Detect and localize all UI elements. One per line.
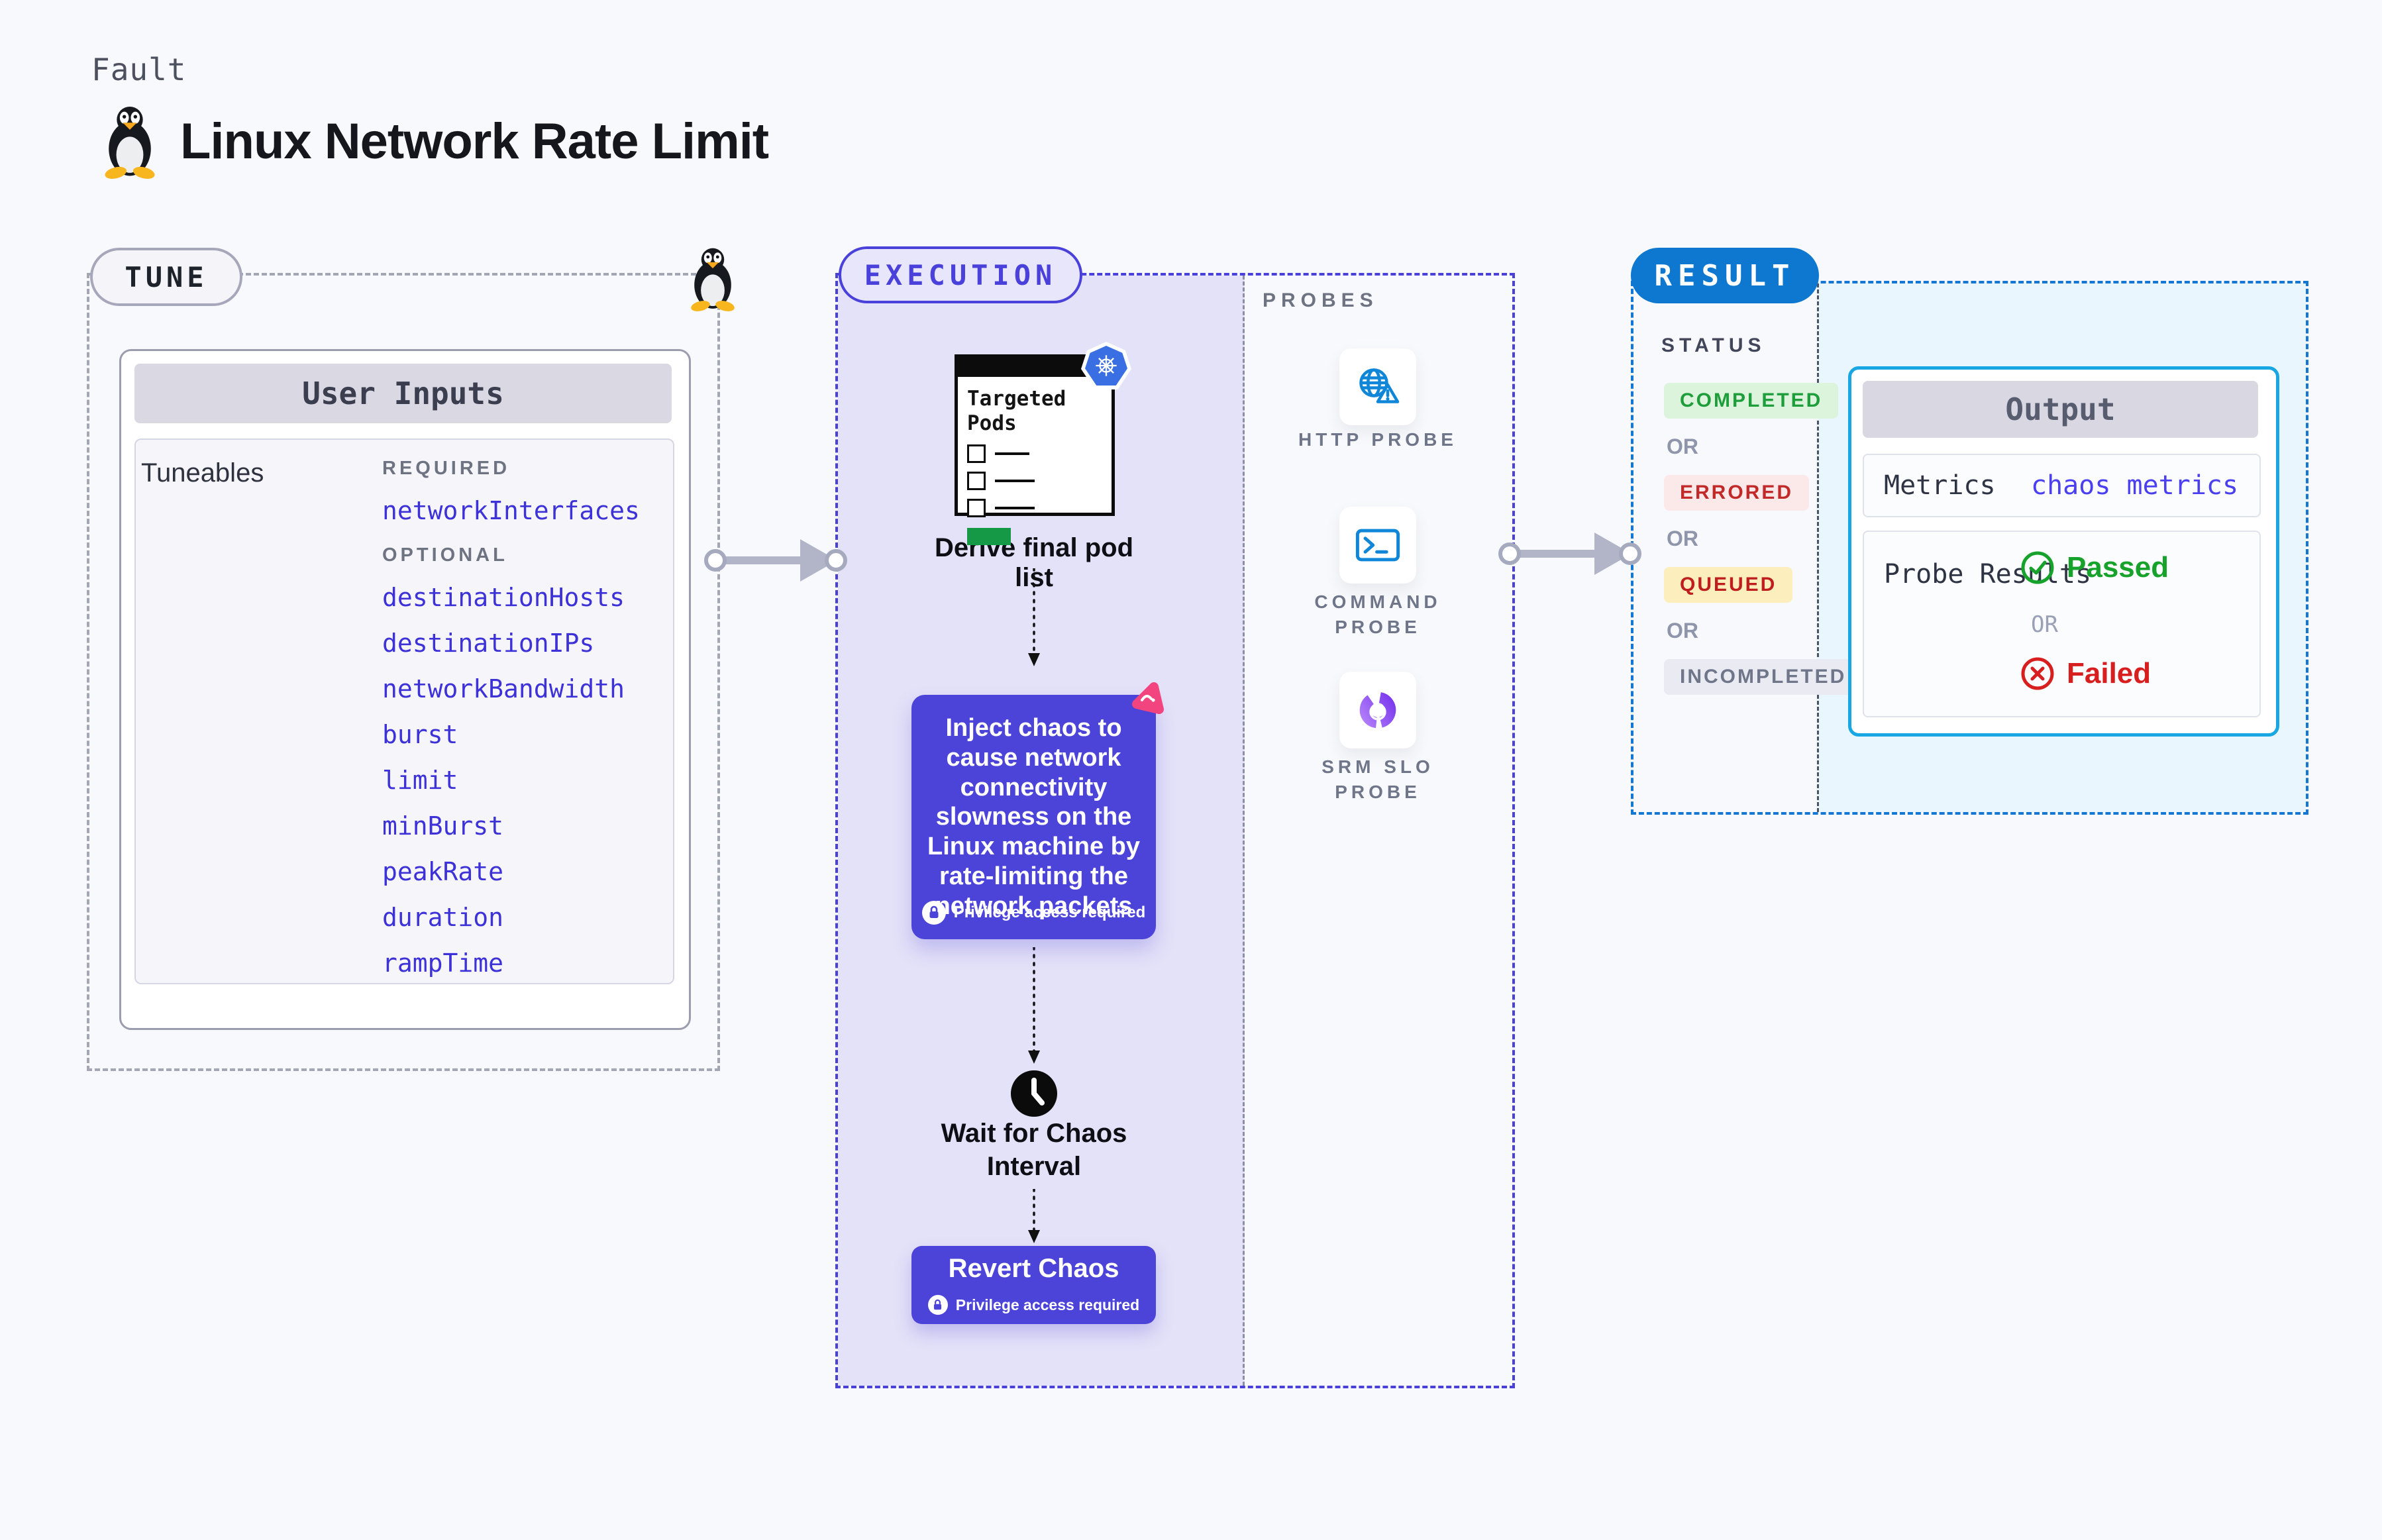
or-separator: OR <box>2031 611 2058 638</box>
probes-section-label: PROBES <box>1263 289 1378 311</box>
tuneables-section-label: REQUIRED <box>382 458 511 479</box>
flow-arrow-down <box>1028 1189 1040 1243</box>
flow-arrow-execution-to-result <box>1498 533 1641 575</box>
page-title: Linux Network Rate Limit <box>180 113 769 170</box>
or-separator: OR <box>1667 527 1698 550</box>
tuneable-item-link[interactable]: networkInterfaces <box>382 496 640 525</box>
slo-donut-icon <box>1359 692 1396 729</box>
passed-result: Passed <box>2020 550 2169 585</box>
result-section-pill: RESULT <box>1631 248 1819 303</box>
pods-confirm-bar <box>967 528 1011 546</box>
privilege-required-row: Privilege access required <box>911 901 1156 925</box>
targeted-pods-title: Targeted Pods <box>967 387 1066 436</box>
privilege-required-label: Privilege access required <box>953 903 1146 921</box>
status-badge: COMPLETED <box>1664 383 1839 419</box>
wait-for-chaos-label: Wait for Chaos Interval <box>941 1119 1127 1181</box>
tuneable-item-link[interactable]: duration <box>382 903 504 932</box>
revert-chaos-step: Revert Chaos Privilege access required <box>911 1246 1156 1324</box>
tuneables-box <box>134 438 674 984</box>
status-badge: ERRORED <box>1664 475 1810 511</box>
tuneable-item-link[interactable]: limit <box>382 766 458 795</box>
lock-icon <box>921 901 946 925</box>
flow-arrow-down <box>1028 568 1040 666</box>
tux-penguin-icon <box>105 107 155 179</box>
tune-section-box <box>87 273 720 1071</box>
command-probe-label: COMMAND PROBE <box>1314 591 1441 637</box>
pod-list-item <box>967 472 1100 491</box>
tuneables-section-label: OPTIONAL <box>382 544 508 566</box>
status-list: COMPLETED OR ERRORED OR QUEUED OR INCOMPLETED <box>1664 383 1863 695</box>
tuneable-item-link[interactable]: networkBandwidth <box>382 674 625 703</box>
inject-chaos-step: Inject chaos to cause network connectivi… <box>911 682 1164 939</box>
tuneables-list: REQUIRED networkInterfaces OPTIONAL destina… <box>382 455 640 978</box>
metrics-row: Metrics chaos metrics <box>1863 454 2261 517</box>
globe-alert-icon <box>1359 368 1400 403</box>
pod-list-item <box>967 444 1100 464</box>
srm-slo-probe-label: SRM SLO PROBE <box>1321 756 1434 802</box>
tuneable-item-link[interactable]: destinationHosts <box>382 583 625 612</box>
tuneable-item-link[interactable]: burst <box>382 720 458 749</box>
passed-label: Passed <box>2067 551 2169 584</box>
http-probe-label: HTTP PROBE <box>1298 429 1457 450</box>
tuneable-item-link[interactable]: destinationIPs <box>382 629 595 658</box>
or-separator: OR <box>1667 435 1698 458</box>
status-badge: INCOMPLETED <box>1664 659 1863 695</box>
status-title: STATUS <box>1661 334 1766 356</box>
metrics-value: chaos metrics <box>2031 470 2239 501</box>
failed-result: Failed <box>2020 656 2151 691</box>
srm-slo-probe-card <box>1339 672 1416 748</box>
privilege-required-row: Privilege access required <box>911 1295 1156 1315</box>
tune-section-pill: TUNE <box>90 248 242 306</box>
tuneables-label: Tuneables <box>141 458 264 488</box>
privilege-required-label: Privilege access required <box>955 1296 1140 1313</box>
or-separator: OR <box>1667 619 1698 642</box>
inject-chaos-text: Inject chaos to cause network connectivi… <box>927 714 1140 920</box>
lock-icon <box>927 1295 948 1315</box>
http-probe-card <box>1339 348 1416 425</box>
fault-kind-label: Fault <box>91 52 187 87</box>
tuneable-item-link[interactable]: rampTime <box>382 949 504 978</box>
tuneable-item-link[interactable]: minBurst <box>382 811 504 841</box>
kubernetes-icon <box>1081 342 1131 389</box>
chaos-logo-icon <box>1132 682 1164 714</box>
clock-icon <box>1011 1070 1057 1117</box>
probe-results-label: Probe Results <box>1884 559 2092 590</box>
x-circle-icon <box>2021 657 2054 690</box>
flow-arrow-tune-to-execution <box>704 539 847 582</box>
check-circle-icon <box>2021 551 2054 584</box>
failed-label: Failed <box>2067 657 2151 690</box>
execution-section-pill: EXECUTION <box>839 246 1082 303</box>
status-badge: QUEUED <box>1664 567 1793 603</box>
flow-arrow-down <box>1028 947 1040 1064</box>
user-inputs-header: User Inputs <box>134 364 672 423</box>
metrics-label: Metrics <box>1884 470 1996 501</box>
pod-list-item <box>967 499 1100 518</box>
probe-results-row: Probe Results Passed OR Failed <box>1863 531 2261 717</box>
tuneable-item-link[interactable]: peakRate <box>382 857 504 886</box>
revert-chaos-label: Revert Chaos <box>948 1254 1119 1283</box>
terminal-icon <box>1355 529 1400 562</box>
output-header: Output <box>1863 381 2258 438</box>
tux-penguin-icon <box>691 248 735 311</box>
targeted-pods-card: Targeted Pods <box>955 342 1131 546</box>
command-probe-card <box>1339 507 1416 584</box>
